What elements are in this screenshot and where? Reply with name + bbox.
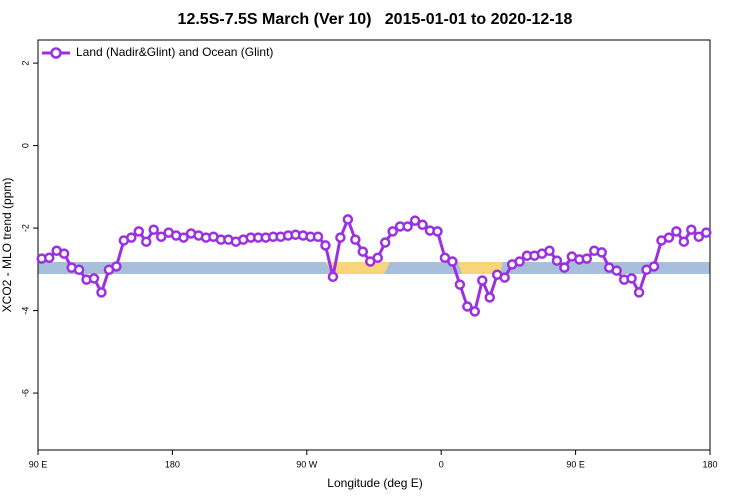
x-axis-label: Longitude (deg E)	[327, 476, 422, 490]
data-point	[611, 265, 622, 276]
data-point	[671, 226, 682, 237]
data-point	[544, 245, 555, 257]
data-point	[73, 264, 85, 275]
data-point	[88, 273, 100, 284]
data-point	[551, 255, 563, 266]
data-point	[686, 224, 697, 235]
data-point	[693, 231, 705, 243]
y-tick-label: 0	[20, 143, 30, 148]
data-point	[678, 236, 690, 247]
y-tick-label: -6	[20, 389, 30, 397]
data-point	[596, 247, 607, 258]
plot-frame	[37, 39, 711, 451]
data-point	[43, 252, 55, 264]
data-point	[133, 226, 145, 237]
legend-label: Land (Nadir&Glint) and Ocean (Glint)	[76, 45, 273, 59]
x-tick-label: 180	[702, 459, 717, 469]
data-point	[663, 232, 675, 243]
data-point	[350, 234, 361, 245]
y-axis-label: XCO2 - MLO trend (ppm)	[0, 178, 14, 313]
y-tick-label: 2	[20, 61, 30, 66]
data-point	[178, 232, 189, 243]
data-point	[342, 214, 354, 225]
y-tick-label: -2	[20, 224, 30, 232]
data-point	[462, 301, 473, 312]
data-point	[417, 219, 428, 231]
data-point	[514, 256, 525, 267]
chart-title: 12.5S-7.5S March (Ver 10) 2015-01-01 to …	[178, 11, 573, 28]
data-point	[357, 246, 369, 257]
data-point	[432, 226, 443, 237]
x-tick-label: 90 E	[29, 459, 48, 469]
data-point	[148, 224, 159, 235]
data-point	[58, 248, 70, 259]
x-tick-label: 90 E	[566, 459, 585, 469]
land-patch	[458, 262, 503, 274]
data-point	[312, 231, 324, 243]
data-point	[447, 256, 458, 267]
data-point	[633, 287, 645, 298]
data-point	[581, 253, 593, 264]
data-point	[499, 272, 510, 283]
data-point	[387, 226, 398, 237]
data-point	[320, 240, 331, 251]
data-point	[402, 221, 413, 232]
x-tick-label: 0	[439, 459, 444, 469]
data-point	[559, 262, 570, 273]
data-point	[155, 231, 167, 243]
legend-marker	[50, 47, 62, 59]
data-point	[477, 275, 488, 286]
data-point	[379, 237, 391, 248]
x-tick-label: 90 W	[296, 459, 318, 469]
x-tick-label: 180	[165, 459, 180, 469]
data-point	[126, 232, 137, 243]
data-point	[626, 273, 637, 284]
data-point	[335, 232, 346, 243]
legend: Land (Nadir&Glint) and Ocean (Glint)	[42, 45, 273, 59]
data-point	[111, 261, 122, 272]
y-tick-label: -4	[20, 307, 30, 315]
data-point	[141, 236, 152, 247]
data-point	[96, 287, 107, 298]
data-point	[409, 215, 421, 226]
data-point	[648, 261, 660, 272]
data-point	[327, 271, 339, 283]
data-point	[484, 292, 495, 303]
data-point	[454, 279, 466, 290]
data-point	[701, 227, 712, 238]
data-point	[372, 252, 383, 264]
data-point	[469, 306, 481, 317]
